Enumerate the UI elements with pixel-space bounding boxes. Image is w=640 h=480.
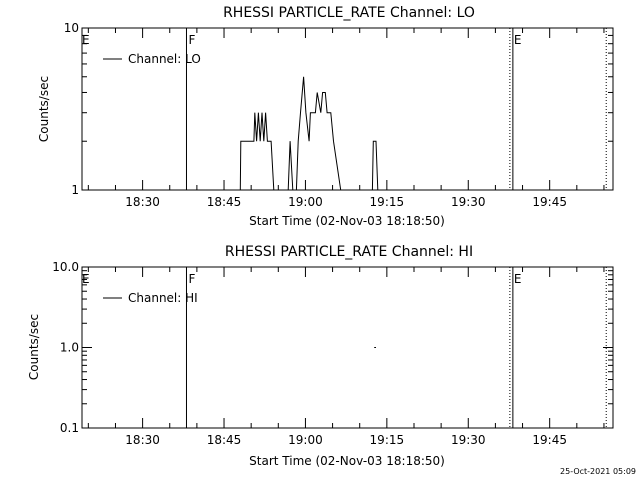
- x-axis-label: Start Time (02-Nov-03 18:18:50): [249, 454, 445, 468]
- x-tick-label: 19:00: [288, 195, 323, 209]
- x-tick-label: 19:15: [370, 195, 405, 209]
- chart-title: RHESSI PARTICLE_RATE Channel: LO: [223, 5, 475, 21]
- x-tick-label: 19:15: [370, 433, 405, 447]
- y-tick-label: 10: [64, 21, 79, 35]
- y-tick-label: 1.0: [60, 341, 79, 355]
- marker-label: E: [82, 33, 90, 47]
- series: [239, 76, 379, 191]
- legend: Channel: LO: [103, 52, 201, 66]
- x-tick-label: 19:45: [532, 433, 567, 447]
- x-tick-labels: 18:30 18:45 19:00 19:15 19:30 19:45: [87, 28, 605, 209]
- x-tick-label: 19:45: [532, 195, 567, 209]
- marker-label: E: [514, 33, 522, 47]
- y-tick-labels: 0.1 1.0 10.0: [52, 260, 613, 435]
- panel-lo: RHESSI PARTICLE_RATE Channel: LO Start T…: [37, 5, 614, 228]
- y-tick-label: 1: [71, 183, 79, 197]
- y-tick-labels: 1 10: [64, 21, 613, 197]
- marker-label: F: [188, 272, 195, 286]
- marker-label: E: [82, 272, 90, 286]
- legend-label: Channel: LO: [128, 52, 201, 66]
- x-tick-label: 19:30: [451, 195, 486, 209]
- legend: Channel: HI: [103, 291, 198, 305]
- chart-title: RHESSI PARTICLE_RATE Channel: HI: [225, 244, 473, 260]
- x-tick-label: 19:00: [288, 433, 323, 447]
- panel-hi: RHESSI PARTICLE_RATE Channel: HI Start T…: [27, 244, 614, 468]
- x-tick-labels: 18:30 18:45 19:00 19:15 19:30 19:45: [87, 267, 605, 447]
- x-tick-label: 18:30: [125, 195, 160, 209]
- x-axis-label: Start Time (02-Nov-03 18:18:50): [249, 214, 445, 228]
- series-line: [239, 76, 379, 191]
- marker-label: E: [514, 272, 522, 286]
- y-axis-label: Counts/sec: [27, 314, 41, 380]
- x-tick-label: 18:45: [207, 195, 242, 209]
- y-axis-label: Counts/sec: [37, 76, 51, 142]
- x-tick-label: 18:30: [125, 433, 160, 447]
- y-tick-label: 0.1: [60, 421, 79, 435]
- legend-label: Channel: HI: [128, 291, 198, 305]
- footer-timestamp: 25-Oct-2021 05:09: [560, 467, 636, 476]
- marker-label: F: [188, 33, 195, 47]
- x-tick-label: 19:30: [451, 433, 486, 447]
- y-tick-label: 10.0: [52, 260, 79, 274]
- x-tick-label: 18:45: [207, 433, 242, 447]
